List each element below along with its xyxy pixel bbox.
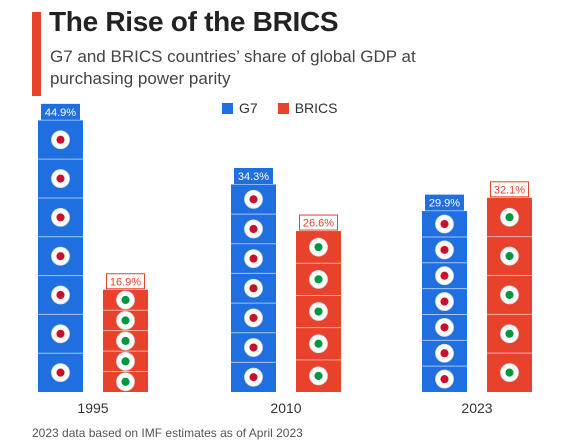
- india-flag-icon: [309, 334, 328, 354]
- bar-group-g7-2010: [231, 184, 276, 392]
- russia-flag-icon: [309, 302, 328, 321]
- italy-flag-icon: [51, 246, 70, 266]
- chart-title: The Rise of the BRICS: [49, 6, 339, 37]
- france-flag-icon: [435, 266, 454, 286]
- svg-text:16.9%: 16.9%: [110, 276, 141, 288]
- japan-flag-icon: [435, 343, 454, 363]
- legend: G7 BRICS: [222, 100, 337, 116]
- italy-flag-icon: [244, 278, 263, 298]
- usa-flag-icon: [51, 363, 70, 382]
- japan-flag-icon: [244, 338, 263, 357]
- legend-item-g7: G7: [222, 100, 258, 116]
- usa-flag-icon: [244, 367, 263, 387]
- legend-swatch-g7: [222, 102, 233, 114]
- china-flag-icon: [500, 363, 519, 382]
- title-accent-bar: [32, 12, 41, 96]
- brazil-flag-icon: [116, 311, 135, 330]
- brazil-flag-icon: [309, 269, 328, 289]
- china-flag-icon: [309, 366, 328, 386]
- footnote: 2023 data based on IMF estimates as of A…: [32, 426, 303, 440]
- japan-flag-icon: [51, 324, 70, 344]
- uk-flag-icon: [435, 240, 454, 260]
- x-tick-label-1995: 1995: [77, 400, 108, 416]
- svg-text:29.9%: 29.9%: [429, 198, 460, 210]
- bar-group-brics-1995: [103, 289, 148, 392]
- south-africa-flag-icon: [116, 290, 135, 310]
- canada-flag-icon: [51, 130, 70, 150]
- france-flag-icon: [244, 249, 263, 268]
- germany-flag-icon: [435, 317, 454, 337]
- value-label-g7-2010: 34.3%: [234, 167, 273, 184]
- uk-flag-icon: [244, 219, 263, 239]
- russia-flag-icon: [116, 331, 135, 351]
- x-tick-label-2023: 2023: [461, 400, 492, 416]
- svg-text:26.6%: 26.6%: [303, 218, 334, 230]
- india-flag-icon: [500, 324, 519, 344]
- value-label-g7-2023: 29.9%: [425, 194, 464, 211]
- legend-label-brics: BRICS: [294, 100, 338, 116]
- germany-flag-icon: [51, 285, 70, 305]
- usa-flag-icon: [435, 369, 454, 389]
- uk-flag-icon: [51, 169, 70, 188]
- value-label-brics-2023: 32.1%: [490, 181, 529, 198]
- x-tick-label-2010: 2010: [270, 400, 301, 416]
- italy-flag-icon: [435, 292, 454, 311]
- china-flag-icon: [116, 372, 135, 392]
- chart-subtitle: G7 and BRICS countries’ share of global …: [50, 47, 416, 88]
- value-label-brics-1995: 16.9%: [106, 273, 145, 290]
- india-flag-icon: [116, 351, 135, 371]
- legend-swatch-brics: [277, 102, 289, 114]
- bar-group-g7-1995: [38, 120, 83, 392]
- south-africa-flag-icon: [500, 207, 519, 227]
- svg-text:44.9%: 44.9%: [45, 107, 76, 119]
- bar-group-g7-2023: [422, 211, 467, 392]
- svg-text:32.1%: 32.1%: [494, 184, 525, 196]
- legend-label-g7: G7: [239, 100, 258, 116]
- germany-flag-icon: [244, 308, 263, 328]
- russia-flag-icon: [500, 285, 519, 305]
- bar-group-brics-2023: [487, 197, 532, 392]
- canada-flag-icon: [435, 214, 454, 234]
- bar-group-brics-2010: [296, 231, 341, 392]
- legend-item-brics: BRICS: [277, 100, 338, 116]
- value-label-brics-2010: 26.6%: [299, 214, 338, 231]
- south-africa-flag-icon: [309, 237, 328, 257]
- svg-text:34.3%: 34.3%: [238, 171, 269, 183]
- canada-flag-icon: [244, 189, 263, 209]
- brazil-flag-icon: [500, 246, 519, 266]
- france-flag-icon: [51, 207, 70, 227]
- value-label-g7-1995: 44.9%: [41, 103, 80, 120]
